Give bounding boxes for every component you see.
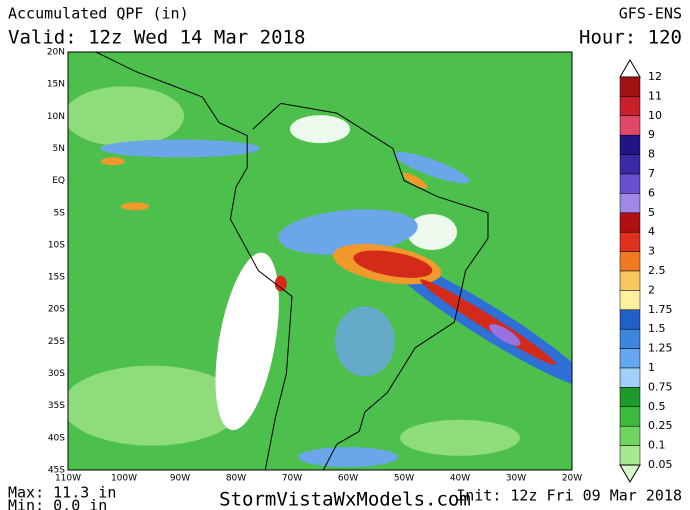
colorbar-tip (619, 59, 641, 78)
lat-label: 40S (48, 433, 65, 443)
lon-label: 110W (55, 474, 81, 484)
colorbar-label: 1.75 (648, 303, 673, 316)
colorbar-label: 1.5 (648, 322, 666, 335)
lat-label: EQ (52, 176, 65, 186)
precip-area (420, 279, 556, 365)
colorbar-label: 9 (648, 128, 655, 141)
precip-area (489, 324, 521, 346)
colorbar-box (619, 173, 641, 194)
colorbar-label: 2 (648, 283, 655, 296)
lon-label: 70W (282, 474, 302, 484)
colorbar-box (619, 212, 641, 233)
precip-area (353, 250, 433, 278)
precip-area (400, 419, 520, 456)
lon-label: 90W (170, 474, 190, 484)
precip-area (407, 214, 457, 251)
colorbar-label: 2.5 (648, 264, 666, 277)
precip-area (278, 209, 418, 255)
precip-area (394, 152, 470, 184)
precip-area (402, 172, 428, 189)
precip-area (274, 275, 287, 292)
colorbar-label: 12 (648, 70, 662, 83)
precip-area (68, 86, 184, 147)
colorbar-label: 1.25 (648, 342, 673, 355)
colorbar-label: 10 (648, 109, 662, 122)
lon-label: 30W (506, 474, 526, 484)
colorbar-box (619, 251, 641, 272)
colorbar-label: 1 (648, 361, 655, 374)
precip-area (334, 306, 395, 377)
colorbar-box (619, 290, 641, 311)
valid-time: Valid: 12z Wed 14 Mar 2018 (8, 27, 305, 49)
colorbar-box (619, 406, 641, 427)
colorbar-box (619, 425, 641, 446)
colorbar-label: 0.75 (648, 380, 673, 393)
colorbar-box (619, 154, 641, 175)
colorbar-label: 3 (648, 245, 655, 258)
lon-label: 20W (562, 474, 582, 484)
lat-label: 5N (53, 144, 65, 154)
lon-label: 50W (394, 474, 414, 484)
colorbar: 12 11 10 9 8 7 6 5 4 3 2.5 2 1.75 1.5 1.25 1 0.75 0.5 0.25… (619, 59, 673, 483)
precip-area (100, 157, 125, 166)
colorbar-box (619, 96, 641, 117)
coastline (95, 52, 489, 470)
colorbar-label: 7 (648, 167, 655, 180)
max-value: Max: 11.3 in (8, 484, 116, 502)
colorbar-label: 0.25 (648, 419, 673, 432)
lat-label: 5S (54, 208, 66, 218)
map-title: Accumulated QPF (in) (8, 5, 189, 23)
colorbar-tip (619, 464, 641, 483)
colorbar-box (619, 231, 641, 252)
lon-label: 80W (226, 474, 246, 484)
lat-label: 45S (48, 465, 65, 475)
colorbar-box (619, 193, 641, 214)
colorbar-label: 5 (648, 206, 655, 219)
colorbar-label: 11 (648, 89, 662, 102)
lat-label: 20S (48, 305, 65, 315)
lon-label: 40W (450, 474, 470, 484)
colorbar-box (619, 270, 641, 291)
colorbar-label: 8 (648, 148, 655, 161)
colorbar-box (619, 134, 641, 155)
colorbar-box (619, 367, 641, 388)
lat-label: 35S (48, 401, 65, 411)
colorbar-box (619, 309, 641, 330)
forecast-hour: Hour: 120 (579, 27, 682, 49)
precip-area (290, 115, 350, 144)
colorbar-label: 0.5 (648, 400, 666, 413)
init-time: Init: 12z Fri 09 Mar 2018 (456, 487, 682, 505)
precip-area (215, 252, 279, 431)
precip-field (68, 52, 572, 470)
lat-label: 10N (47, 112, 65, 122)
model-name: GFS-ENS (619, 5, 682, 23)
colorbar-label: 0.1 (648, 439, 666, 452)
precip-area (100, 139, 260, 158)
colorbar-box (619, 387, 641, 408)
precip-area (298, 447, 398, 468)
colorbar-box (619, 115, 641, 136)
colorbar-label: 0.05 (648, 458, 673, 471)
lat-label: 15S (48, 273, 65, 283)
lat-label: 10S (48, 240, 65, 250)
colorbar-label: 6 (648, 186, 655, 199)
min-value: Min: 0.0 in (8, 497, 107, 510)
precip-area (68, 365, 242, 446)
colorbar-box (619, 348, 641, 369)
lat-label: 20N (47, 48, 65, 58)
map: 20N15N10N5NEQ5S10S15S20S25S30S35S40S45S1… (47, 48, 582, 484)
colorbar-box (619, 76, 641, 97)
lon-label: 60W (338, 474, 358, 484)
colorbar-box (619, 328, 641, 349)
lat-label: 25S (48, 337, 65, 347)
precip-area (121, 202, 150, 211)
colorbar-box (619, 445, 641, 466)
lat-label: 30S (48, 369, 65, 379)
lat-label: 15N (47, 80, 65, 90)
lon-label: 100W (111, 474, 137, 484)
site-name: StormVistaWxModels.com (219, 489, 471, 510)
colorbar-label: 4 (648, 225, 655, 238)
